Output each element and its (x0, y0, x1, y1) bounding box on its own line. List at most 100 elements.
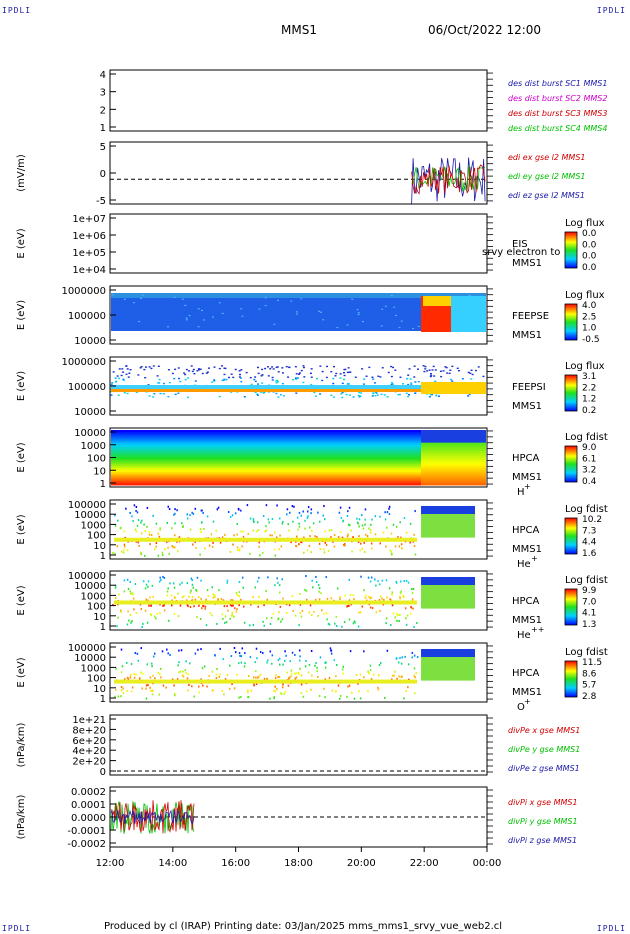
spectrogram-pixel (411, 591, 414, 594)
spectrogram-pixel (369, 669, 372, 672)
spectrogram-pixel (258, 576, 260, 579)
spectrogram-pixel (330, 394, 333, 396)
spectrogram-pixel (414, 381, 417, 383)
spectrogram-pixel (329, 647, 332, 650)
spectrogram-pixel (315, 581, 318, 584)
spacecraft-label: MMS1 (512, 687, 542, 698)
spectrogram-pixel (199, 528, 202, 531)
y-tick-label: 10000 (74, 428, 106, 439)
spectrogram-pixel (173, 684, 175, 687)
spectrogram-pixel (388, 505, 391, 508)
spectrogram-pixel (129, 676, 132, 679)
spectrogram-pixel (278, 675, 281, 678)
spectrogram-pixel (211, 586, 213, 589)
spectrogram-pixel (129, 590, 132, 593)
spectrogram-pixel (137, 374, 140, 376)
colorbar-tick-label: 0.0 (582, 240, 597, 250)
spectrogram-pixel (166, 540, 168, 543)
spectrogram-pixel (256, 393, 259, 395)
spectrogram-pixel (123, 548, 125, 551)
spectrogram-pixel (193, 373, 196, 375)
spectrogram-pixel (390, 599, 392, 602)
spectrogram-pixel (295, 392, 298, 394)
spectrogram-pixel (201, 509, 203, 512)
spectrogram-pixel (225, 621, 228, 624)
spectrogram-pixel (134, 652, 137, 655)
spectrogram-pixel (145, 583, 148, 586)
spectrogram-pixel (370, 678, 373, 681)
spectrogram-pixel (193, 605, 195, 608)
spectrogram-pixel (450, 378, 453, 381)
spectrogram-pixel (124, 545, 126, 548)
spectrogram-pixel (199, 368, 202, 370)
spectrogram-pixel (208, 674, 210, 677)
spectrogram-pixel (288, 511, 291, 514)
spectrogram-pixel (433, 375, 436, 377)
spectrogram-pixel (144, 366, 147, 368)
spectrogram-pixel (174, 596, 176, 599)
spectrogram-pixel (223, 367, 226, 369)
colorbar-title: Log fdist (565, 575, 608, 586)
spectrogram-pixel (145, 687, 147, 690)
spectrogram-pixel (131, 686, 134, 689)
spectrogram-pixel (180, 649, 183, 652)
spectrogram-pixel (202, 511, 204, 514)
spectrogram-pixel (276, 379, 279, 382)
panel-hpca-o (109, 642, 578, 703)
instrument-label: FEEPSI (512, 382, 546, 393)
spectrogram-pixel (110, 383, 113, 386)
spectrogram-pixel (390, 294, 393, 297)
spectrogram-pixel (219, 673, 221, 676)
spectrogram-row (111, 446, 422, 450)
spectrogram-pixel (390, 375, 393, 378)
panel-hpca-hepp (109, 570, 578, 631)
colorbar-title: Log fdist (565, 647, 608, 658)
spectrogram-pixel (360, 514, 363, 517)
spectrogram-pixel (412, 607, 414, 610)
spectrogram-pixel (310, 551, 312, 554)
spectrogram-pixel (141, 519, 143, 522)
spectrogram-pixel (152, 396, 155, 398)
spectrogram-pixel (354, 376, 357, 378)
spectrogram-pixel (298, 649, 301, 652)
spectrogram-pixel (449, 369, 452, 372)
spectrogram-pixel (410, 382, 413, 384)
spectrogram-row (421, 432, 486, 435)
spectrogram-pixel (122, 378, 125, 381)
spectrogram-pixel (278, 548, 280, 551)
spectrogram-pixel (386, 649, 389, 652)
spectrogram-pixel (350, 529, 352, 532)
spectrogram-pixel (184, 304, 187, 307)
spectrogram-pixel (146, 525, 148, 528)
panel-feepse (109, 285, 578, 345)
spectrogram-pixel (287, 523, 290, 526)
spectrogram-pixel (223, 605, 226, 608)
footer-text: Produced by cl (IRAP) Printing date: 03/… (104, 921, 503, 932)
spectrogram-pixel (253, 676, 255, 679)
spectrogram-pixel (197, 368, 200, 370)
spectrogram-pixel (229, 617, 231, 620)
spectrogram-row (421, 468, 486, 471)
spectrogram-pixel (255, 670, 257, 673)
y-tick-label: 10000 (74, 407, 106, 418)
spectrogram-pixel (187, 673, 189, 676)
spectrogram-pixel (200, 678, 202, 681)
spectrogram-pixel (400, 320, 403, 322)
spectrogram-pixel (404, 655, 406, 658)
spectrogram-pixel (142, 622, 144, 625)
y-tick-label: 10 (93, 684, 106, 695)
spectrogram-pixel (114, 524, 117, 527)
spectrogram-pixel (360, 542, 362, 545)
spectrogram-pixel (187, 605, 189, 608)
spectrogram-pixel (164, 548, 166, 551)
spectrogram-pixel (293, 505, 295, 508)
colorbar-tick-label: 3.1 (582, 372, 596, 382)
spectrogram-pixel (339, 694, 342, 697)
spectrogram-pixel (242, 586, 245, 589)
spectrogram-pixel (254, 376, 257, 378)
spectrogram-pixel (399, 657, 401, 660)
spectrogram-pixel (385, 622, 387, 625)
spectrogram-pixel (347, 510, 349, 513)
spectrogram-pixel (430, 393, 433, 396)
spectrogram-pixel (122, 692, 125, 695)
